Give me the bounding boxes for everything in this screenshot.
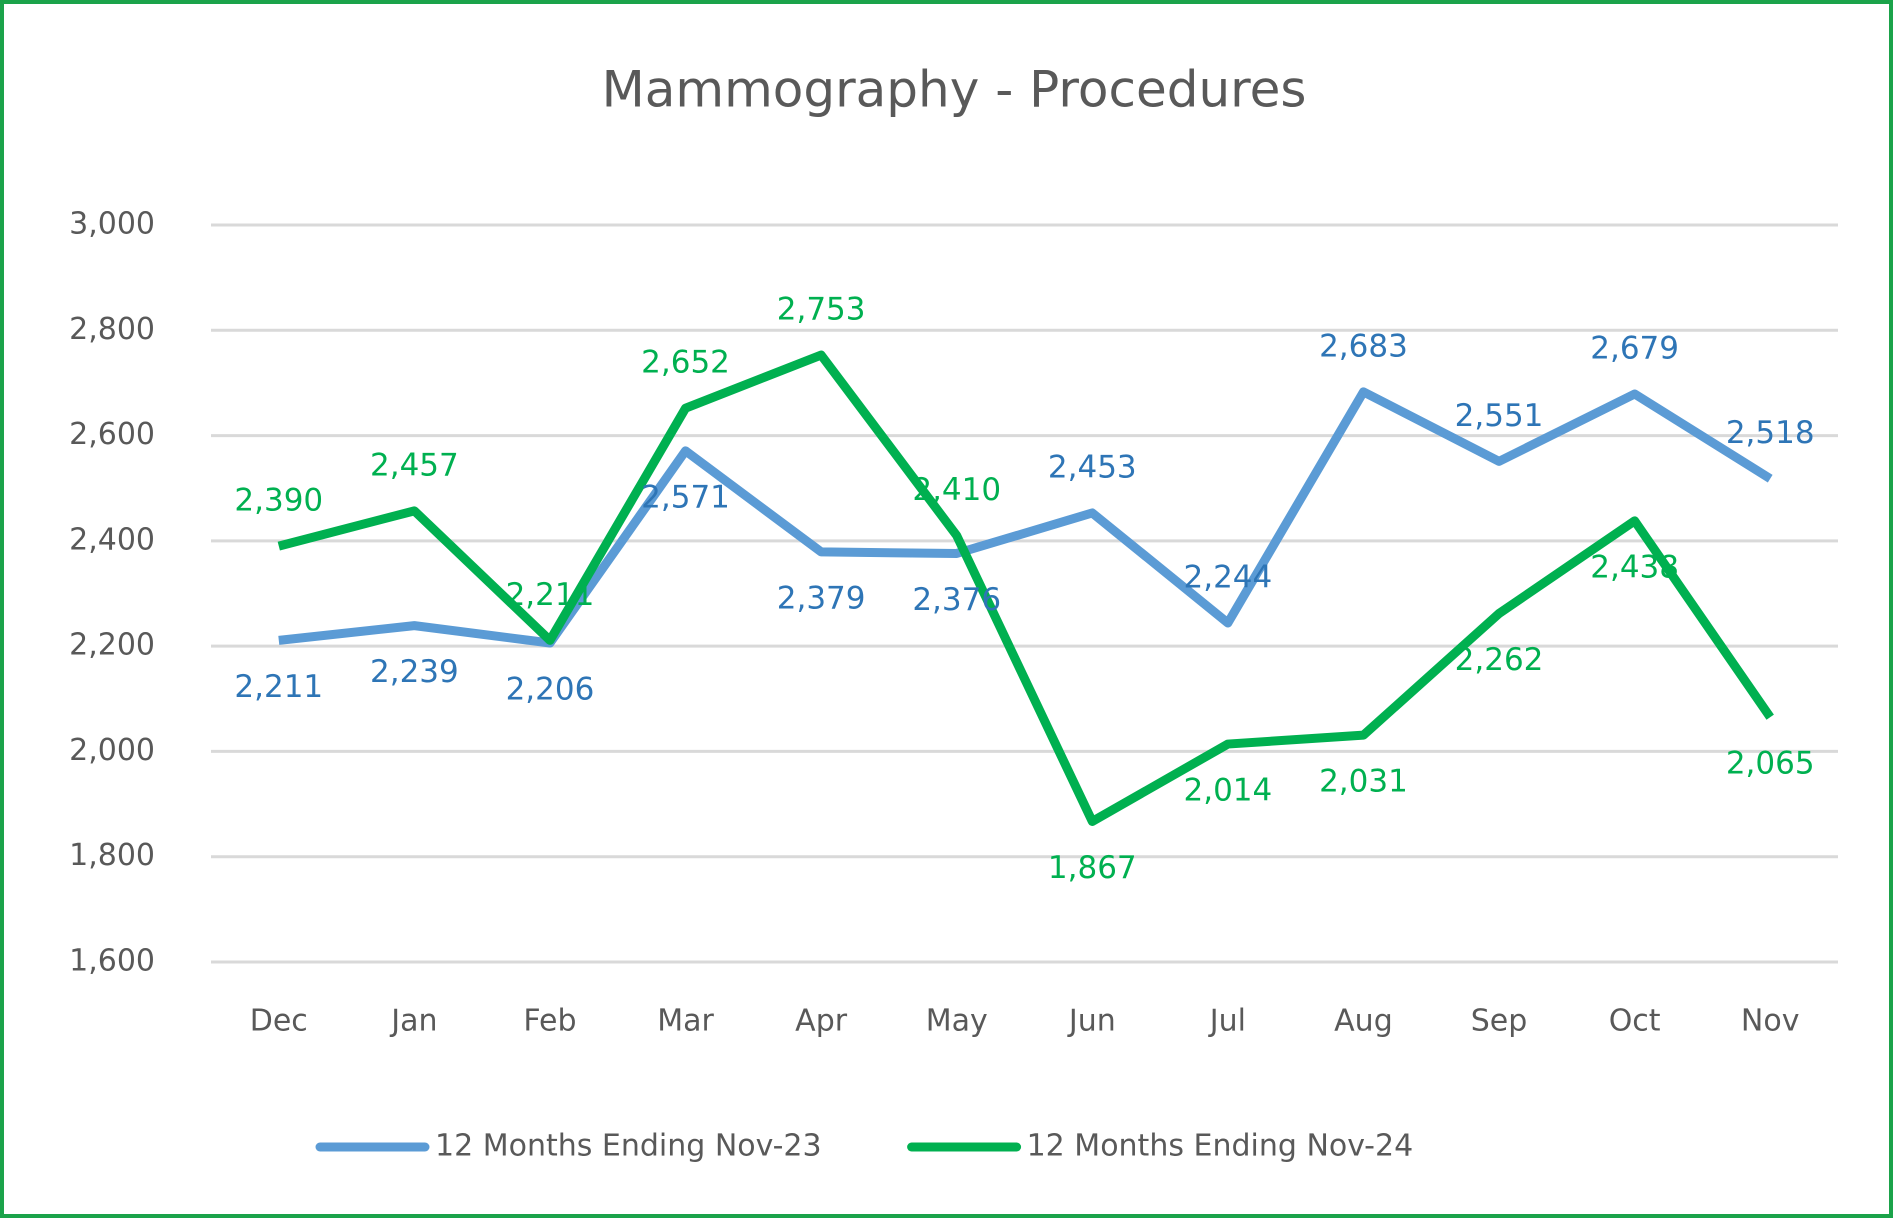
- x-tick-label: Feb: [523, 1004, 576, 1039]
- x-tick-label: Oct: [1609, 1004, 1661, 1039]
- y-tick-label: 2,800: [69, 312, 155, 347]
- data-label: 2,244: [1184, 559, 1273, 595]
- y-tick-label: 3,000: [69, 207, 155, 242]
- data-label: 2,438: [1590, 549, 1679, 585]
- data-label: 2,211: [506, 577, 595, 613]
- data-label: 2,453: [1048, 449, 1137, 485]
- x-tick-label: Dec: [250, 1004, 308, 1039]
- x-tick-label: Sep: [1471, 1004, 1528, 1039]
- data-label: 2,031: [1319, 764, 1408, 800]
- data-label: 2,753: [777, 292, 866, 328]
- y-tick-label: 2,600: [69, 417, 155, 452]
- chart-title: Mammography - Procedures: [602, 61, 1307, 119]
- data-label: 2,551: [1455, 398, 1544, 434]
- data-label: 2,410: [912, 472, 1001, 508]
- legend-label: 12 Months Ending Nov-24: [1027, 1129, 1414, 1164]
- data-label: 2,390: [234, 483, 323, 519]
- x-tick-label: Jan: [389, 1004, 437, 1039]
- x-tick-label: Nov: [1741, 1004, 1800, 1039]
- data-label: 2,457: [370, 447, 459, 483]
- x-tick-label: Jul: [1208, 1004, 1246, 1039]
- data-label: 2,262: [1455, 642, 1544, 678]
- data-label: 2,065: [1726, 746, 1815, 782]
- data-label: 2,379: [777, 580, 866, 616]
- x-tick-label: Aug: [1334, 1004, 1393, 1039]
- series-line: [278, 387, 1773, 648]
- y-tick-label: 2,200: [69, 628, 155, 663]
- data-label: 2,014: [1184, 773, 1273, 809]
- data-label: 1,867: [1048, 850, 1137, 886]
- data-label: 2,376: [912, 582, 1001, 618]
- data-label: 2,206: [506, 671, 595, 707]
- y-tick-label: 2,400: [69, 522, 155, 557]
- data-label: 2,239: [370, 654, 459, 690]
- y-tick-label: 2,000: [69, 733, 155, 768]
- x-tick-label: Apr: [795, 1004, 848, 1039]
- legend-label: 12 Months Ending Nov-23: [435, 1129, 822, 1164]
- data-label: 2,683: [1319, 328, 1408, 364]
- y-tick-label: 1,600: [69, 944, 155, 979]
- x-tick-label: Mar: [657, 1004, 714, 1039]
- x-tick-label: Jun: [1067, 1004, 1116, 1039]
- x-tick-label: May: [926, 1004, 988, 1039]
- data-label: 2,518: [1726, 415, 1815, 451]
- y-tick-label: 1,800: [69, 838, 155, 873]
- data-label: 2,652: [641, 345, 730, 381]
- data-label: 2,211: [234, 669, 323, 705]
- data-label: 2,571: [641, 479, 730, 515]
- series-line: [277, 350, 1774, 826]
- data-label: 2,679: [1590, 330, 1679, 366]
